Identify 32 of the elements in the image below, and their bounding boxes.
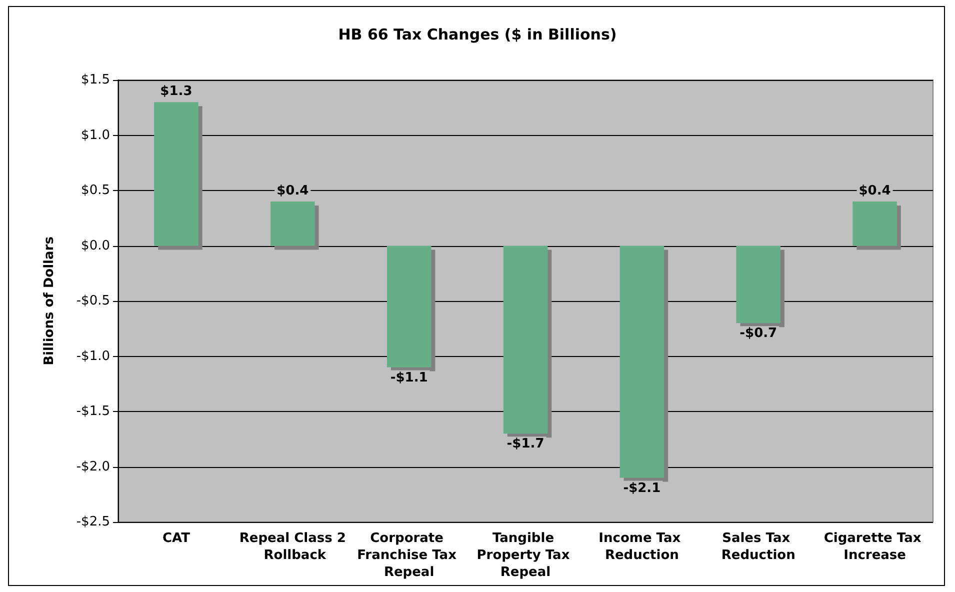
x-tick-label: Corporate Franchise Tax Repeal [357,531,462,580]
data-label: $0.4 [858,184,891,199]
y-tick-label: -$1.0 [76,348,110,364]
bar [736,246,780,324]
x-tick-label: Repeal Class 2 Rollback [239,531,346,563]
data-label: $1.3 [160,84,192,100]
y-tick-label: -$2.5 [76,514,110,530]
bar [503,246,548,434]
y-tick-label: -$0.5 [76,294,110,308]
y-tick-label: -$2.0 [76,459,110,474]
data-label: -$2.1 [623,480,661,496]
y-axis-title: Billions of Dollars [42,236,57,366]
y-tick-label: -$1.5 [76,404,110,419]
bar [852,202,897,246]
chart-title: HB 66 Tax Changes ($ in Billions) [338,26,617,44]
data-label: $0.4 [276,184,309,199]
y-tick-label: $1.5 [81,72,110,88]
bar [386,246,432,368]
y-tick-label: $1.0 [81,128,110,143]
x-tick-label: Cigarette Tax Increase [824,531,926,563]
y-tick-label: $0.5 [81,183,110,198]
data-label: -$1.7 [506,436,544,452]
y-tick-label: $0.0 [81,238,110,254]
x-tick-label: Sales Tax Reduction [721,531,796,563]
x-tick-label: CAT [162,531,190,546]
x-tick-label: Income Tax Reduction [598,531,686,563]
bar [270,202,315,246]
bar [154,102,198,246]
x-tick-label: Tangible Property Tax Repeal [476,531,574,580]
bar [620,246,664,478]
data-label: -$0.7 [740,326,778,342]
data-label: -$1.1 [390,370,428,386]
